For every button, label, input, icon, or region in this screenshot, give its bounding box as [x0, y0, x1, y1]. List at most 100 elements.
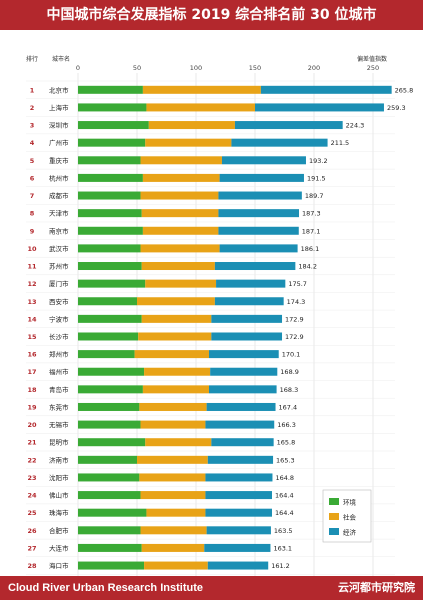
city-label: 苏州市 [49, 262, 69, 271]
bar-segment-env [78, 121, 149, 130]
bar-segment-soc [142, 173, 220, 182]
rank-label: 7 [30, 192, 35, 200]
total-value-label: 184.2 [298, 263, 317, 271]
rank-label: 11 [27, 263, 37, 271]
city-label: 西安市 [49, 297, 69, 306]
city-label: 长沙市 [49, 332, 69, 341]
rank-label: 4 [30, 139, 35, 147]
bar-segment-env [78, 367, 145, 376]
bar-segment-eco [206, 526, 271, 535]
bar-segment-env [78, 262, 142, 271]
city-label: 天津市 [49, 209, 69, 218]
x-tick-label: 50 [133, 64, 141, 72]
rank-label: 12 [27, 280, 36, 288]
rank-label: 16 [27, 351, 37, 359]
bar-segment-soc [144, 561, 208, 570]
rank-label: 25 [27, 509, 37, 517]
total-value-label: 193.2 [309, 157, 328, 165]
title-bar: 中国城市综合发展指标 2019 综合排名前 30 位城市 [0, 0, 423, 30]
legend-label: 经济 [343, 528, 357, 537]
rank-label: 27 [27, 544, 36, 552]
rank-label: 15 [27, 333, 37, 341]
city-label: 武汉市 [49, 244, 69, 253]
total-value-label: 172.9 [285, 333, 304, 341]
bar-segment-eco [207, 455, 274, 464]
bar-segment-soc [140, 526, 207, 535]
x-tick-label: 0 [76, 64, 80, 72]
city-label: 重庆市 [49, 156, 69, 165]
city-label: 郑州市 [49, 350, 69, 359]
city-label: 深圳市 [49, 121, 69, 130]
city-label: 宁波市 [49, 314, 69, 323]
bar-segment-soc [140, 191, 219, 200]
rank-label: 5 [30, 157, 35, 165]
bar-segment-env [78, 508, 147, 517]
city-label: 东莞市 [49, 402, 69, 411]
city-label: 昆明市 [49, 438, 69, 447]
city-label: 厦门市 [49, 279, 69, 288]
bar-segment-env [78, 191, 141, 200]
total-value-label: 164.8 [275, 474, 294, 482]
total-value-label: 186.1 [301, 245, 320, 253]
city-label: 济南市 [49, 455, 69, 464]
city-label: 杭州市 [49, 173, 69, 182]
bar-segment-eco [218, 191, 302, 200]
total-value-label: 163.1 [273, 544, 292, 552]
bar-segment-eco [205, 473, 273, 482]
legend-swatch [329, 498, 339, 505]
bar-segment-env [78, 473, 140, 482]
bar-segment-eco [205, 508, 272, 517]
x-tick-label: 200 [308, 64, 320, 72]
bar-segment-env [78, 85, 143, 94]
bar-segment-env [78, 209, 142, 218]
bar-segment-soc [145, 438, 212, 447]
bar-segment-soc [146, 508, 206, 517]
total-value-label: 175.7 [288, 280, 307, 288]
city-header: 城市名 [52, 55, 70, 63]
city-label: 青岛市 [49, 385, 69, 394]
bar-segment-env [78, 332, 139, 341]
footer-institute-en: Cloud River Urban Research Institute [8, 582, 203, 594]
rank-label: 10 [27, 245, 37, 253]
bar-segment-soc [137, 297, 215, 306]
bar-segment-eco [210, 367, 278, 376]
bar-segment-eco [214, 297, 284, 306]
bar-segment-soc [142, 226, 219, 235]
bar-segment-eco [207, 561, 269, 570]
bar-segment-soc [140, 244, 220, 253]
bar-segment-eco [221, 156, 306, 165]
bar-segment-eco [218, 226, 299, 235]
bar-segment-soc [145, 279, 217, 288]
footer-institute-cn: 云河都市研究院 [338, 581, 415, 594]
city-label: 上海市 [49, 103, 69, 112]
bar-segment-env [78, 314, 142, 323]
chart-area: 排行 城市名 偏差值指数 0 50 100 150 200 250 1 北京市 265.8 2 上海市 25… [26, 55, 414, 576]
bar-segment-env [78, 173, 143, 182]
legend-label: 社会 [343, 513, 357, 522]
bar-segment-env [78, 138, 146, 147]
bar-segment-eco [218, 209, 300, 218]
total-value-label: 265.8 [395, 86, 414, 94]
rank-label: 14 [27, 315, 37, 323]
total-value-label: 189.7 [305, 192, 324, 200]
rank-label: 23 [27, 474, 36, 482]
total-value-label: 259.3 [387, 104, 406, 112]
bar-segment-soc [141, 209, 219, 218]
bar-segment-env [78, 156, 141, 165]
bar-segment-env [78, 491, 141, 500]
bar-segment-env [78, 561, 145, 570]
city-label: 福州市 [49, 367, 69, 376]
city-label: 沈阳市 [49, 473, 69, 482]
bar-segment-eco [211, 314, 283, 323]
total-value-label: 166.3 [277, 421, 296, 429]
bar-segment-soc [139, 473, 206, 482]
bar-segment-eco [205, 420, 275, 429]
bar-segment-soc [137, 455, 208, 464]
bar-segment-env [78, 279, 146, 288]
city-label: 无锡市 [49, 420, 69, 429]
bar-segment-eco [216, 279, 286, 288]
bar-segment-eco [231, 138, 328, 147]
total-value-label: 187.1 [302, 227, 321, 235]
footer-bar: Cloud River Urban Research Institute 云河都… [0, 576, 423, 600]
rank-label: 17 [27, 368, 36, 376]
